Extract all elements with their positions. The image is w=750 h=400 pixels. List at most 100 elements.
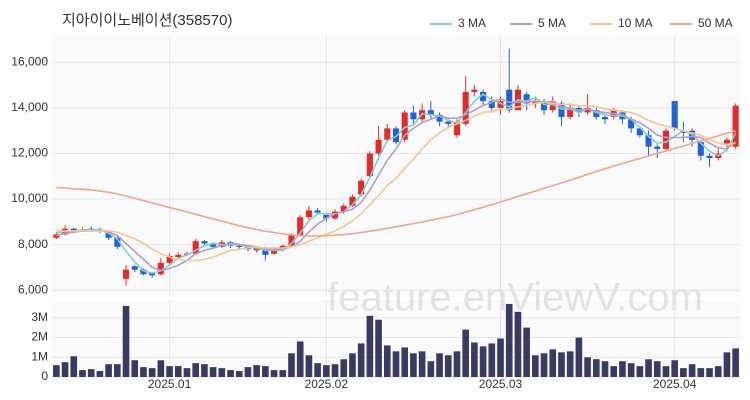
candle-body	[366, 153, 373, 177]
volume-bar	[201, 364, 208, 377]
volume-bar	[227, 370, 234, 377]
candle-body	[488, 101, 495, 108]
x-tick-label: 2025.03	[479, 377, 523, 391]
volume-bar	[444, 355, 452, 377]
volume-bar	[619, 361, 626, 377]
candle-body	[271, 249, 278, 254]
candle-body	[53, 234, 60, 238]
candle-body	[105, 232, 112, 238]
y-tick-label: 8,000	[18, 237, 48, 251]
candle-body	[549, 101, 556, 111]
volume-bar	[157, 360, 165, 377]
candle-body	[532, 101, 539, 104]
volume-bar	[662, 366, 670, 377]
volume-bar	[366, 315, 374, 377]
volume-bar	[453, 351, 461, 377]
candle-body	[497, 101, 504, 108]
candle-body	[192, 241, 199, 254]
candle-body	[166, 255, 173, 263]
volume-bar	[653, 361, 661, 377]
volume-bar	[375, 319, 382, 377]
volume-bar	[96, 371, 104, 377]
legend-label: 3 MA	[458, 16, 486, 30]
ma-line	[56, 97, 737, 272]
volume-bar	[549, 349, 557, 377]
price-panel	[52, 35, 740, 297]
legend-label: 50 MA	[698, 16, 733, 30]
volume-bar	[340, 359, 348, 377]
volume-bar	[497, 338, 504, 377]
volume-bar	[70, 356, 78, 377]
candle-body	[323, 214, 330, 219]
y-tick-label: 6,000	[18, 282, 48, 296]
candle-body	[288, 235, 295, 246]
volume-bar	[288, 353, 295, 377]
candle-body	[480, 91, 487, 102]
candle-body	[662, 130, 670, 149]
candle-body	[601, 117, 609, 120]
candle-body	[462, 91, 469, 124]
volume-bar	[262, 366, 269, 377]
volume-bar	[645, 359, 652, 377]
x-tick-label: 2025.01	[148, 377, 192, 391]
volume-bar	[305, 355, 313, 377]
ma-line	[56, 93, 737, 274]
volume-bar	[636, 366, 644, 377]
volume-bar	[462, 329, 469, 377]
volume-bar	[471, 342, 478, 377]
volume-bar	[427, 361, 435, 377]
volume-bar	[627, 363, 635, 377]
candle-body	[680, 130, 687, 133]
candle-body	[262, 248, 269, 255]
candle-body	[384, 128, 391, 140]
volume-bar	[505, 303, 513, 377]
volume-bar	[383, 345, 391, 377]
volume-bar	[671, 360, 678, 377]
candle-body	[541, 101, 548, 111]
volume-bar	[714, 366, 722, 377]
candle-body	[314, 210, 321, 213]
volume-bar	[610, 366, 618, 377]
candle-body	[523, 94, 530, 104]
candle-body	[349, 196, 356, 206]
volume-bar	[131, 360, 139, 377]
x-tick-label: 2025.02	[305, 377, 349, 391]
candle-body	[506, 89, 513, 111]
volume-bar	[209, 367, 217, 377]
legend-label: 10 MA	[618, 16, 653, 30]
candle-body	[706, 155, 713, 159]
y-tick-label: 1M	[31, 349, 48, 363]
candle-body	[636, 128, 643, 136]
candle-body	[70, 228, 77, 231]
candle-body	[427, 110, 434, 115]
volume-bar	[244, 367, 252, 377]
candle-body	[593, 110, 600, 118]
candle-body	[558, 103, 565, 118]
candle-body	[114, 237, 121, 247]
candle-body	[210, 243, 217, 247]
volume-bar	[122, 305, 130, 377]
volume-bar	[680, 368, 687, 377]
y-tick-label: 10,000	[11, 191, 48, 205]
volume-bar	[532, 355, 539, 377]
candle-body	[445, 121, 452, 124]
volume-bar	[401, 347, 409, 377]
y-tick-label: 3M	[31, 310, 48, 324]
candle-body	[471, 89, 478, 92]
y-tick-label: 2M	[31, 330, 48, 344]
candle-body	[436, 114, 443, 122]
candle-body	[122, 269, 130, 279]
y-tick-label: 12,000	[11, 146, 48, 160]
volume-bar	[105, 364, 112, 377]
y-tick-label: 14,000	[11, 100, 48, 114]
volume-bar	[279, 370, 287, 377]
candle-body	[732, 105, 739, 147]
candle-body	[149, 273, 156, 276]
volume-bar	[174, 366, 182, 377]
volume-bar	[575, 337, 583, 377]
y-tick-label: 16,000	[11, 55, 48, 69]
ma-line	[56, 101, 736, 262]
volume-bar	[314, 363, 321, 377]
legend-label: 5 MA	[538, 16, 566, 30]
candle-body	[305, 210, 312, 218]
